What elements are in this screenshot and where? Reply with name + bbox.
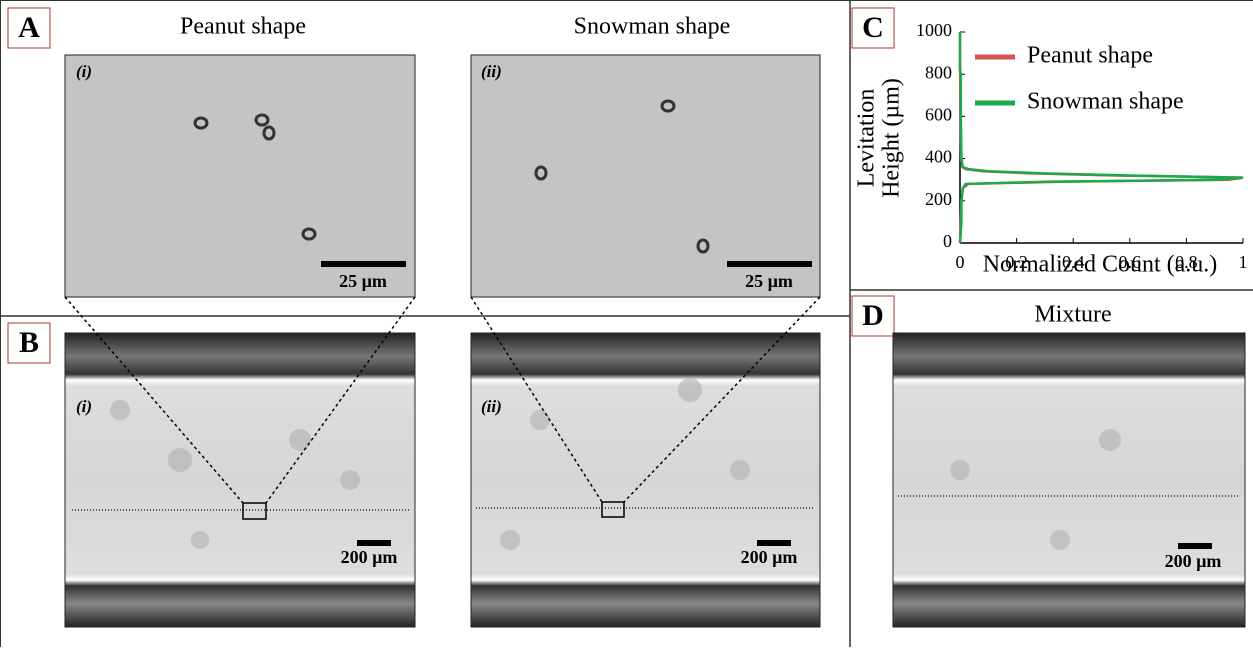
y-tick-label: 400 — [925, 147, 952, 167]
scale-label: 200 µm — [741, 547, 798, 567]
x-axis-label: Normalized Count (a.u.) — [983, 252, 1218, 278]
x-tick-label: 0.8 — [1175, 252, 1198, 272]
panel-title: Mixture — [1034, 302, 1111, 328]
panel-title: Peanut shape — [180, 14, 306, 40]
data-line — [958, 32, 1244, 244]
y-tick-label: 0 — [943, 231, 952, 251]
y-axis-label: Levitation — [854, 89, 880, 188]
x-tick-label: 0.2 — [1005, 252, 1028, 272]
image-tag: (ii) — [481, 62, 502, 81]
scale-label: 25 µm — [745, 271, 793, 291]
panel-label: A — [18, 11, 40, 44]
x-tick-label: 1 — [1239, 252, 1248, 272]
x-tick-label: 0.4 — [1062, 252, 1085, 272]
y-tick-label: 600 — [925, 105, 952, 125]
panel-label: B — [19, 326, 39, 359]
scale-label: 25 µm — [339, 271, 387, 291]
legend-label: Peanut shape — [1027, 43, 1153, 69]
y-tick-label: 1000 — [916, 20, 952, 40]
y-axis-label: Height (µm) — [879, 78, 905, 198]
x-tick-label: 0 — [956, 252, 965, 272]
scale-label: 200 µm — [1165, 551, 1222, 571]
image-tag: (ii) — [481, 397, 502, 416]
image-tag: (i) — [76, 62, 92, 81]
y-tick-label: 800 — [925, 62, 952, 82]
image-tag: (i) — [76, 397, 92, 416]
panel-label: C — [862, 11, 884, 44]
y-tick-label: 200 — [925, 189, 952, 209]
scale-label: 200 µm — [341, 547, 398, 567]
x-tick-label: 0.6 — [1119, 252, 1142, 272]
legend-label: Snowman shape — [1027, 89, 1184, 115]
panel-label: D — [862, 299, 884, 332]
panel-title: Snowman shape — [574, 14, 731, 40]
